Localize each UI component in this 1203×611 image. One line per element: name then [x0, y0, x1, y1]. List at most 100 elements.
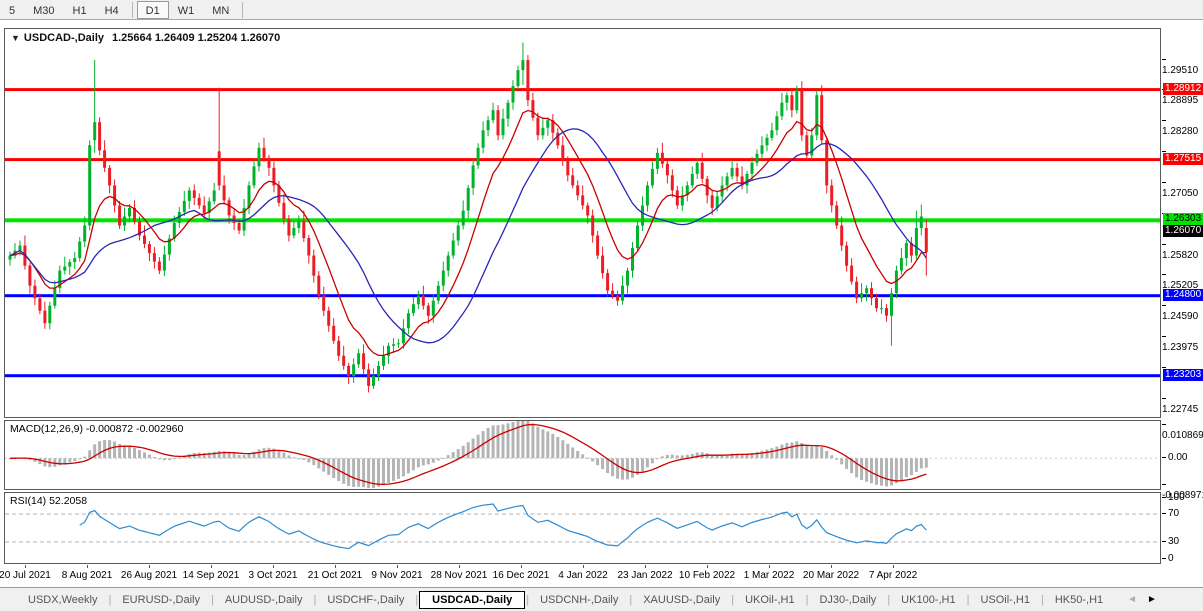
- date-label: 14 Sep 2021: [182, 570, 240, 581]
- candle: [924, 228, 928, 253]
- candle: [650, 168, 654, 186]
- candle: [382, 355, 385, 366]
- macd-plot[interactable]: [5, 421, 1160, 489]
- price-level-line[interactable]: [5, 294, 1160, 298]
- candle: [262, 147, 266, 158]
- date-label: 20 Jul 2021: [0, 570, 51, 581]
- candle: [770, 130, 774, 138]
- candle: [536, 117, 540, 136]
- candle: [411, 304, 415, 314]
- price-level-line[interactable]: [5, 88, 1160, 92]
- rsi-indicator-pane[interactable]: RSI(14) 52.2058: [4, 492, 1161, 564]
- tab-usdcnh-daily[interactable]: USDCNH-,Daily: [540, 593, 619, 606]
- tab-uk100-h1[interactable]: UK100-,H1: [901, 593, 956, 606]
- tab-audusd-daily[interactable]: AUDUSD-,Daily: [224, 593, 303, 606]
- tab-xauusd-daily[interactable]: XAUUSD-,Daily: [643, 593, 721, 606]
- candle: [332, 325, 336, 341]
- price-axis-tick: 1.25205: [1162, 269, 1203, 291]
- candle: [785, 95, 789, 103]
- tab-scroll-right-icon[interactable]: ►: [1147, 594, 1157, 605]
- tab-separator: |: [629, 593, 633, 606]
- candle: [466, 187, 470, 211]
- date-label: 10 Feb 2022: [678, 570, 736, 581]
- date-tick: [211, 565, 212, 568]
- candle: [865, 288, 869, 294]
- tab-dj30-daily[interactable]: DJ30-,Daily: [819, 593, 877, 606]
- macd-indicator-pane[interactable]: MACD(12,26,9) -0.000872 -0.002960: [4, 420, 1161, 490]
- candle: [800, 90, 804, 136]
- date-tick: [335, 565, 336, 568]
- tab-usoil-h1[interactable]: USOil-,H1: [980, 593, 1030, 606]
- timeframe-button-h1[interactable]: H1: [72, 4, 87, 17]
- timeframe-button-m30[interactable]: M30: [33, 4, 55, 17]
- tab-separator: |: [887, 593, 891, 606]
- candle: [108, 167, 112, 186]
- date-label: 1 Mar 2022: [743, 570, 795, 581]
- candle: [352, 364, 356, 376]
- candle: [695, 162, 699, 174]
- date-tick: [645, 565, 646, 568]
- candle: [566, 160, 570, 176]
- candle: [556, 132, 560, 146]
- candle: [48, 305, 52, 324]
- main-price-chart[interactable]: ▼ USDCAD-,Daily 1.25664 1.26409 1.25204 1.…: [4, 28, 1161, 418]
- candle: [914, 228, 918, 256]
- candle: [576, 185, 580, 196]
- candle: [207, 201, 211, 213]
- date-tick: [831, 565, 832, 568]
- candlestick-plot[interactable]: [5, 29, 1160, 417]
- date-axis[interactable]: 20 Jul 2021 8 Aug 2021 26 Aug 2021 14 Sep 2…: [0, 565, 1161, 586]
- timeframe-button-w1[interactable]: W1: [177, 4, 195, 17]
- candle: [680, 195, 684, 206]
- candle: [641, 205, 644, 226]
- tab-usdchf-daily[interactable]: USDCHF-,Daily: [327, 593, 405, 606]
- date-tick: [707, 565, 708, 568]
- candle: [665, 163, 669, 176]
- candle: [715, 196, 719, 208]
- toolbar-separator: [131, 1, 133, 18]
- rsi-plot[interactable]: [5, 493, 1160, 563]
- tab-usdcad-daily[interactable]: USDCAD-,Daily: [419, 590, 526, 609]
- candle: [730, 167, 734, 177]
- timeframe-button-5[interactable]: 5: [9, 4, 16, 17]
- timeframe-button-mn[interactable]: MN: [212, 4, 230, 17]
- price-level-line[interactable]: [5, 218, 1160, 223]
- price-axis[interactable]: 1.295101.288951.282801.276651.270501.264…: [1162, 28, 1203, 564]
- macd-signal-line: [9, 423, 927, 486]
- tab-scroll-left-icon[interactable]: ◄: [1127, 594, 1138, 605]
- candle: [53, 288, 57, 306]
- candle: [476, 147, 480, 166]
- timeframe-button-d1[interactable]: D1: [136, 0, 169, 19]
- candle: [541, 127, 545, 136]
- date-tick: [273, 565, 274, 568]
- chart-legend: ▼ USDCAD-,Daily 1.25664 1.26409 1.25204 1.…: [11, 32, 280, 44]
- chevron-down-icon[interactable]: ▼: [11, 33, 20, 43]
- candle: [43, 310, 47, 324]
- candle: [436, 285, 440, 301]
- price-level-line[interactable]: [5, 374, 1160, 378]
- tab-hk50-h1[interactable]: HK50-,H1: [1054, 593, 1104, 606]
- price-axis-tick: 1.25820: [1162, 239, 1203, 261]
- candle: [347, 365, 351, 376]
- rsi-label: RSI(14) 52.2058: [10, 495, 88, 507]
- candle: [143, 235, 146, 244]
- price-axis-tick: 1.28280: [1162, 115, 1203, 137]
- price-level-line[interactable]: [5, 158, 1160, 162]
- candle: [591, 215, 595, 236]
- candle: [909, 243, 913, 256]
- candle: [93, 122, 97, 141]
- candle: [675, 190, 679, 206]
- candle: [621, 285, 624, 301]
- candle: [237, 223, 241, 231]
- candle: [546, 120, 550, 128]
- tab-eurusd-daily[interactable]: EURUSD-,Daily: [122, 593, 200, 606]
- tab-usdx-weekly[interactable]: USDX,Weekly: [28, 593, 98, 606]
- candle: [636, 225, 639, 249]
- tab-ukoil-h1[interactable]: UKOil-,H1: [745, 593, 795, 606]
- price-level-badge: 1.28912: [1163, 83, 1203, 95]
- candle: [317, 275, 321, 296]
- candle: [660, 152, 664, 164]
- timeframe-button-h4[interactable]: H4: [104, 4, 119, 17]
- date-tick: [521, 565, 522, 568]
- candle: [103, 150, 107, 168]
